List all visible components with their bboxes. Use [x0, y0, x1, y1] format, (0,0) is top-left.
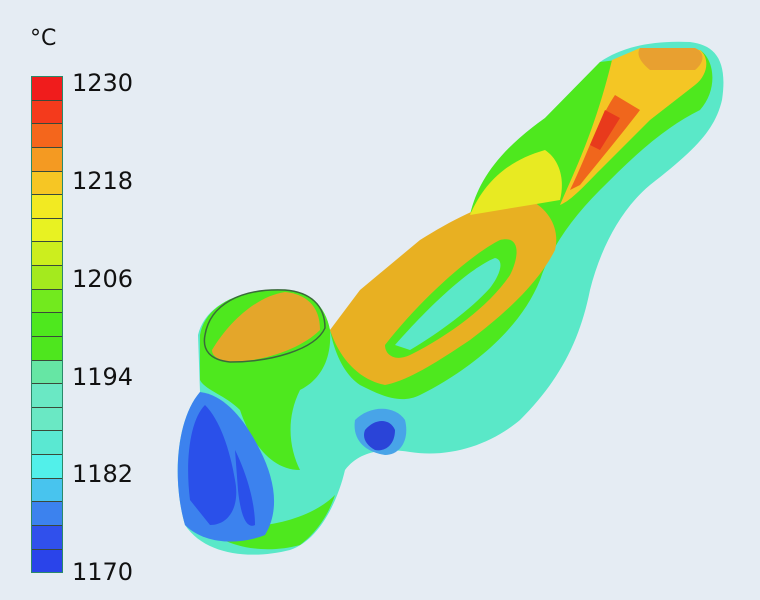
- hot-cavity-core: [570, 95, 640, 190]
- color-band: [32, 289, 62, 314]
- legend-tick: 1206: [72, 265, 134, 293]
- legend-tick: 1182: [72, 460, 134, 488]
- color-band: [32, 360, 62, 385]
- color-band: [32, 124, 62, 148]
- color-band: [32, 549, 62, 573]
- color-band: [32, 407, 62, 432]
- color-band: [32, 313, 62, 337]
- top-rim: [638, 48, 703, 70]
- color-band: [32, 455, 62, 479]
- legend-tick: 1218: [72, 167, 134, 195]
- legend-tick: 1194: [72, 363, 134, 391]
- color-band: [32, 525, 62, 550]
- legend-tick: 1230: [72, 69, 134, 97]
- color-band: [32, 147, 62, 172]
- cold-zone-core: [235, 450, 255, 526]
- color-band: [32, 218, 62, 243]
- color-band: [32, 195, 62, 219]
- color-band: [32, 242, 62, 266]
- color-band: [32, 100, 62, 125]
- legend-tick: 1170: [72, 558, 134, 586]
- color-scale-bar: [31, 76, 63, 573]
- color-band: [32, 336, 62, 361]
- warm-band: [470, 150, 562, 215]
- hot-cavity-core: [590, 110, 620, 150]
- cold-zone-core: [188, 405, 237, 525]
- color-band: [32, 384, 62, 408]
- legend-unit: °C: [30, 26, 57, 51]
- color-band: [32, 266, 62, 290]
- cold-zone-core: [364, 421, 395, 451]
- color-band: [32, 431, 62, 455]
- color-band: [32, 502, 62, 526]
- color-band: [32, 478, 62, 503]
- color-band: [32, 77, 62, 101]
- cool-channel-floor: [395, 258, 501, 350]
- hot-cavity: [560, 48, 707, 205]
- riser-interior: [212, 292, 320, 362]
- color-band: [32, 171, 62, 196]
- riser-rim: [203, 289, 326, 363]
